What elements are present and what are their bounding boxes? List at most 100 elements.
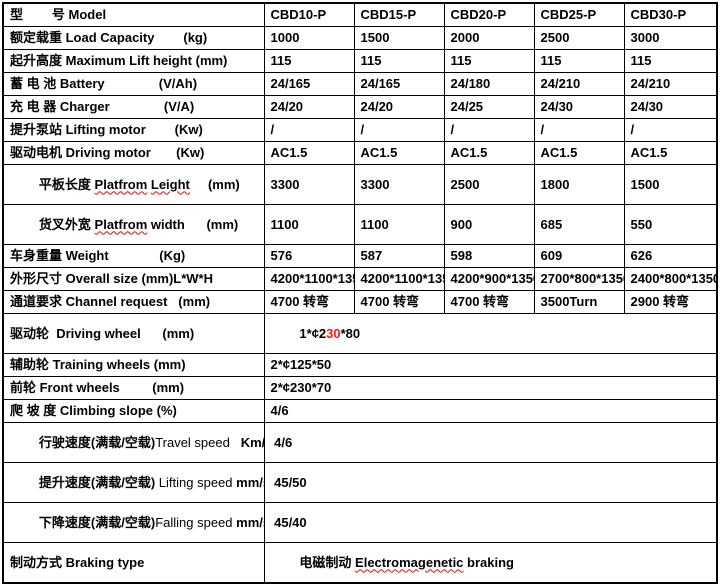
row-falling-speed: 下降速度(满载/空载)Falling speed mm/s 45/40 bbox=[2, 501, 718, 543]
value-text-red: 30 bbox=[326, 325, 341, 341]
row-lifting-speed: 提升速度(满载/空载) Lifting speed mm/s 45/50 bbox=[2, 461, 718, 503]
value-cell: AC1.5 bbox=[623, 140, 718, 165]
row-braking-type: 制动方式 Braking type 电磁制动 Electromagenetic … bbox=[2, 541, 718, 583]
value-cell: 4200*1100*1350 bbox=[263, 266, 355, 291]
value-cell: 24/165 bbox=[263, 71, 355, 96]
value-cell: 24/25 bbox=[443, 94, 535, 119]
label-text: 平板长度 bbox=[38, 176, 95, 192]
value-cell: AC1.5 bbox=[533, 140, 625, 165]
row-label: 下降速度(满载/空载)Falling speed mm/s bbox=[2, 501, 265, 543]
value-cell: 2400*800*1350 bbox=[623, 266, 718, 291]
label-text: 行驶速度(满载/空载) bbox=[38, 434, 156, 450]
value-cell: 3300 bbox=[263, 163, 355, 205]
misspelled-word: Leight bbox=[150, 176, 190, 192]
value-cell: / bbox=[533, 117, 625, 142]
row-label-model: 型 号 Model bbox=[2, 2, 265, 27]
value-cell: 1100 bbox=[353, 203, 445, 245]
value-cell: 2000 bbox=[443, 25, 535, 50]
value-cell: 3000 bbox=[623, 25, 718, 50]
row-label: 驱动轮 Driving wheel (mm) bbox=[2, 312, 265, 354]
model-header-cbd20p: CBD20-P bbox=[443, 2, 535, 27]
row-label: 起升高度 Maximum Lift height (mm) bbox=[2, 48, 265, 73]
value-cell: 24/210 bbox=[623, 71, 718, 96]
value-cell: 3300 bbox=[353, 163, 445, 205]
row-label: 货叉外宽 Platfrom width (mm) bbox=[2, 203, 265, 245]
row-battery: 蓄 电 池 Battery (V/Ah) 24/165 24/165 24/18… bbox=[2, 71, 718, 96]
row-driving-wheel: 驱动轮 Driving wheel (mm) 1*¢230*80 bbox=[2, 312, 718, 354]
value-cell: 24/30 bbox=[623, 94, 718, 119]
value-cell: 4700 转弯 bbox=[353, 289, 445, 314]
row-platform-length: 平板长度 Platfrom Leight (mm) 3300 3300 2500… bbox=[2, 163, 718, 205]
label-unit: mm/s bbox=[236, 514, 263, 530]
value-cell: 550 bbox=[623, 203, 718, 245]
value-cell: 4/6 bbox=[263, 398, 718, 423]
header-row: 型 号 Model CBD10-P CBD15-P CBD20-P CBD25-… bbox=[2, 2, 718, 27]
value-cell: 1800 bbox=[533, 163, 625, 205]
label-unit: mm/s bbox=[236, 474, 263, 490]
value-cell: 3500Turn bbox=[533, 289, 625, 314]
value-cell: 2*¢230*70 bbox=[263, 375, 718, 400]
value-cell: / bbox=[623, 117, 718, 142]
value-cell: 1100 bbox=[263, 203, 355, 245]
value-text: braking bbox=[463, 554, 514, 570]
value-cell: 2500 bbox=[443, 163, 535, 205]
value-cell: 626 bbox=[623, 243, 718, 268]
value-cell: 2900 转弯 bbox=[623, 289, 718, 314]
row-lifting-motor: 提升泵站 Lifting motor (Kw) / / / / / bbox=[2, 117, 718, 142]
label-unit: Km/h bbox=[240, 434, 263, 450]
row-driving-motor: 驱动电机 Driving motor (Kw) AC1.5 AC1.5 AC1.… bbox=[2, 140, 718, 165]
value-cell: 电磁制动 Electromagenetic braking bbox=[263, 541, 718, 583]
value-cell: 2700*800*1350 bbox=[533, 266, 625, 291]
row-channel-request: 通道要求 Channel request (mm) 4700 转弯 4700 转… bbox=[2, 289, 718, 314]
value-cell: 24/165 bbox=[353, 71, 445, 96]
row-load-capacity: 额定载重 Load Capacity (kg) 1000 1500 2000 2… bbox=[2, 25, 718, 50]
value-cell: 1000 bbox=[263, 25, 355, 50]
value-cell: 1*¢230*80 bbox=[263, 312, 718, 354]
label-text: 下降速度(满载/空载) bbox=[38, 514, 156, 530]
row-travel-speed: 行驶速度(满载/空载)Travel speed Km/h 4/6 bbox=[2, 421, 718, 463]
value-cell: 1500 bbox=[623, 163, 718, 205]
value-cell: 4/6 bbox=[263, 421, 718, 463]
value-cell: 609 bbox=[533, 243, 625, 268]
label-text: Travel speed bbox=[155, 434, 230, 450]
label-text: Lifting speed bbox=[158, 474, 237, 490]
row-label: 提升速度(满载/空载) Lifting speed mm/s bbox=[2, 461, 265, 503]
row-label: 充 电 器 Charger (V/A) bbox=[2, 94, 265, 119]
value-cell: 115 bbox=[443, 48, 535, 73]
value-cell: 576 bbox=[263, 243, 355, 268]
value-cell: 1500 bbox=[353, 25, 445, 50]
label-text: 货叉外宽 bbox=[38, 216, 95, 232]
value-cell: 4200*1100*1350 bbox=[353, 266, 445, 291]
row-charger: 充 电 器 Charger (V/A) 24/20 24/20 24/25 24… bbox=[2, 94, 718, 119]
value-cell: 598 bbox=[443, 243, 535, 268]
model-header-cbd15p: CBD15-P bbox=[353, 2, 445, 27]
row-training-wheels: 辅助轮 Training wheels (mm) 2*¢125*50 bbox=[2, 352, 718, 377]
value-cell: 24/210 bbox=[533, 71, 625, 96]
row-label: 行驶速度(满载/空载)Travel speed Km/h bbox=[2, 421, 265, 463]
value-cell: 587 bbox=[353, 243, 445, 268]
value-cell: 45/50 bbox=[263, 461, 718, 503]
value-cell: 685 bbox=[533, 203, 625, 245]
row-platform-width: 货叉外宽 Platfrom width (mm) 1100 1100 900 6… bbox=[2, 203, 718, 245]
value-cell: 115 bbox=[263, 48, 355, 73]
misspelled-word: Platfrom bbox=[94, 216, 148, 232]
label-text: (mm) bbox=[189, 176, 240, 192]
value-cell: 4700 转弯 bbox=[263, 289, 355, 314]
value-cell: 2*¢125*50 bbox=[263, 352, 718, 377]
value-cell: AC1.5 bbox=[263, 140, 355, 165]
row-label: 蓄 电 池 Battery (V/Ah) bbox=[2, 71, 265, 96]
misspelled-word: Platfrom bbox=[94, 176, 148, 192]
row-label: 爬 坡 度 Climbing slope (%) bbox=[2, 398, 265, 423]
row-label: 额定载重 Load Capacity (kg) bbox=[2, 25, 265, 50]
row-label: 前轮 Front wheels (mm) bbox=[2, 375, 265, 400]
value-cell: AC1.5 bbox=[353, 140, 445, 165]
value-cell: 24/180 bbox=[443, 71, 535, 96]
row-lift-height: 起升高度 Maximum Lift height (mm) 115 115 11… bbox=[2, 48, 718, 73]
row-label: 外形尺寸 Overall size (mm)L*W*H bbox=[2, 266, 265, 291]
row-weight: 车身重量 Weight (Kg) 576 587 598 609 626 bbox=[2, 243, 718, 268]
value-cell: 24/20 bbox=[263, 94, 355, 119]
value-cell: AC1.5 bbox=[443, 140, 535, 165]
model-header-cbd10p: CBD10-P bbox=[263, 2, 355, 27]
row-label: 平板长度 Platfrom Leight (mm) bbox=[2, 163, 265, 205]
